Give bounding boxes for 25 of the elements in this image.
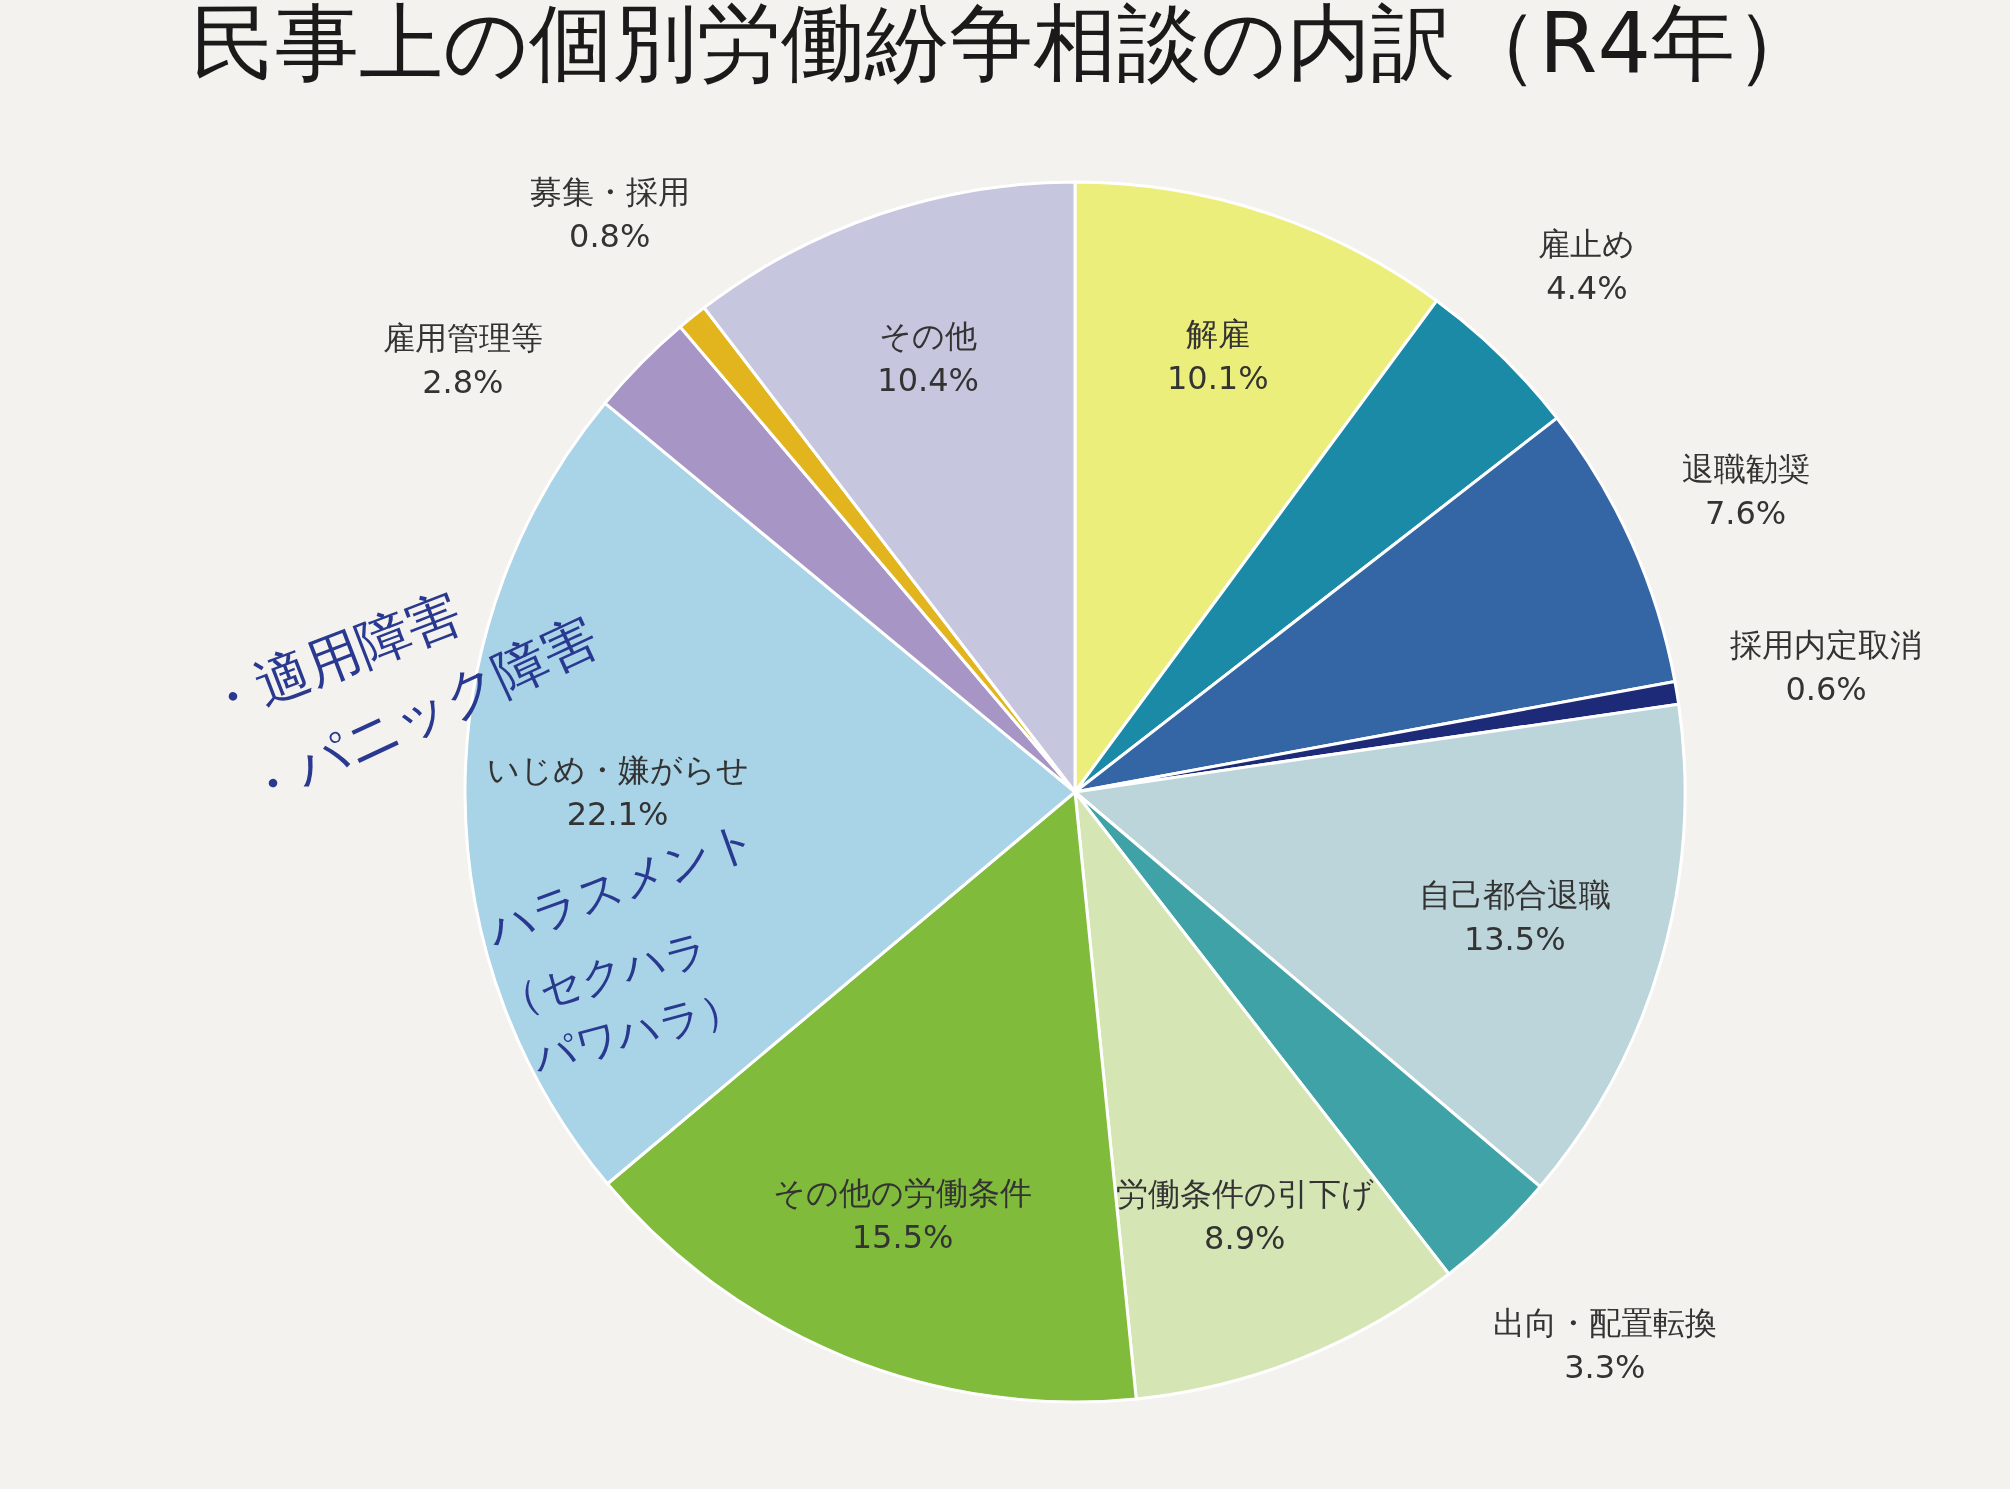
- slice-label: 解雇: [1185, 315, 1250, 354]
- data-label: 10.4%: [877, 360, 979, 399]
- data-label: 0.8%: [569, 216, 651, 255]
- slice-label: 雇止め: [1538, 224, 1636, 263]
- slice-label: 募集・採用: [529, 172, 690, 211]
- slice-label: いじめ・嫌がらせ: [486, 751, 749, 790]
- data-label: 7.6%: [1704, 493, 1787, 532]
- slice-label: 出向・配置転換: [1492, 1303, 1717, 1342]
- data-label: 0.6%: [1785, 670, 1867, 709]
- slice-label: その他: [879, 316, 978, 355]
- data-label: 10.1%: [1166, 359, 1269, 398]
- slice-label: 労働条件の引下げ: [1115, 1174, 1374, 1213]
- slice-label: 退職勧奨: [1681, 449, 1810, 488]
- slice-label: 採用内定取消: [1730, 626, 1923, 665]
- data-label: 4.4%: [1546, 268, 1628, 307]
- data-label: 3.3%: [1564, 1347, 1646, 1386]
- slice-label: 自己都合退職: [1418, 876, 1611, 915]
- data-label: 13.5%: [1463, 920, 1566, 959]
- data-label: 8.9%: [1204, 1218, 1286, 1257]
- data-label: 22.1%: [566, 795, 669, 834]
- slice-label: その他の労働条件: [773, 1173, 1033, 1212]
- chart-title: 民事上の個別労働紛争相談の内訳（R4年）: [191, 0, 1819, 92]
- slice-label: 雇用管理等: [382, 319, 543, 358]
- data-label: 15.5%: [851, 1217, 954, 1256]
- data-label: 2.8%: [422, 363, 504, 402]
